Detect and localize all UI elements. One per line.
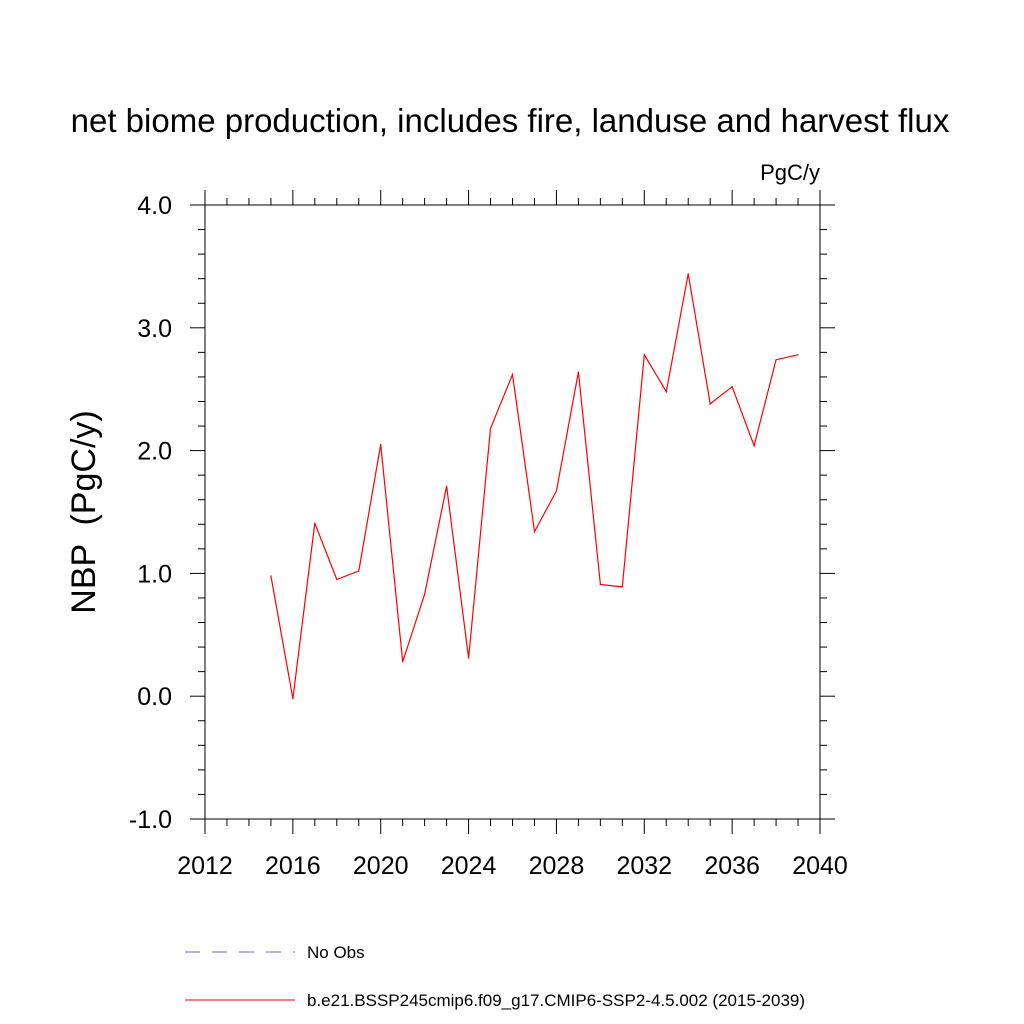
data-point (753, 445, 755, 447)
x-tick-label: 2036 (704, 852, 760, 880)
x-tick-labels: 2012 2016 2020 2024 2028 2032 2036 2040 (177, 852, 848, 880)
data-point (533, 531, 536, 533)
data-point (314, 522, 316, 524)
data-point (424, 593, 426, 595)
legend-label: No Obs (307, 943, 365, 962)
data-point (621, 586, 623, 588)
data-point (446, 485, 448, 487)
y-tick-label: 3.0 (137, 315, 172, 343)
data-point (731, 386, 733, 388)
data-point (511, 373, 514, 376)
data-point (775, 359, 777, 361)
data-point (489, 427, 492, 430)
y-tick-label: 0.0 (137, 683, 172, 711)
data-point (358, 570, 360, 572)
x-tick-label: 2032 (616, 852, 672, 880)
data-point (687, 273, 689, 275)
plot-frame (204, 204, 821, 820)
units-label: PgC/y (760, 160, 820, 185)
y-axis-label: NBP (PgC/y) (65, 410, 103, 613)
legend-label: b.e21.BSSP245cmip6.f09_g17.CMIP6-SSP2-4.… (307, 991, 805, 1010)
data-point (555, 490, 558, 492)
data-point (467, 657, 470, 659)
chart-title: net biome production, includes fire, lan… (71, 102, 950, 139)
x-tick-label: 2024 (441, 852, 497, 880)
y-tick-label: 1.0 (137, 560, 172, 588)
y-tick-label: 4.0 (137, 192, 172, 220)
data-point (292, 698, 294, 700)
data-point (336, 578, 338, 581)
data-point (709, 403, 711, 405)
series-lines (270, 273, 799, 700)
y-tick-label: -1.0 (129, 806, 172, 834)
data-point (797, 354, 799, 356)
x-tick-label: 2028 (529, 852, 585, 880)
data-point (402, 661, 404, 663)
data-point (577, 371, 579, 373)
x-tick-label: 2040 (792, 852, 848, 880)
data-point (270, 575, 272, 577)
data-point (599, 583, 601, 586)
data-point (643, 354, 645, 356)
legend: No Obs b.e21.BSSP245cmip6.f09_g17.CMIP6-S… (185, 943, 805, 1010)
x-tick-label: 2016 (265, 852, 321, 880)
x-tick-label: 2020 (353, 852, 409, 880)
data-point (665, 391, 667, 393)
y-tick-labels: -1.0 0.0 1.0 2.0 3.0 4.0 (129, 192, 172, 834)
data-point (380, 443, 382, 446)
y-tick-label: 2.0 (137, 438, 172, 466)
axis-ticks (190, 190, 835, 834)
x-tick-label: 2012 (177, 852, 233, 880)
series-line (270, 273, 799, 699)
